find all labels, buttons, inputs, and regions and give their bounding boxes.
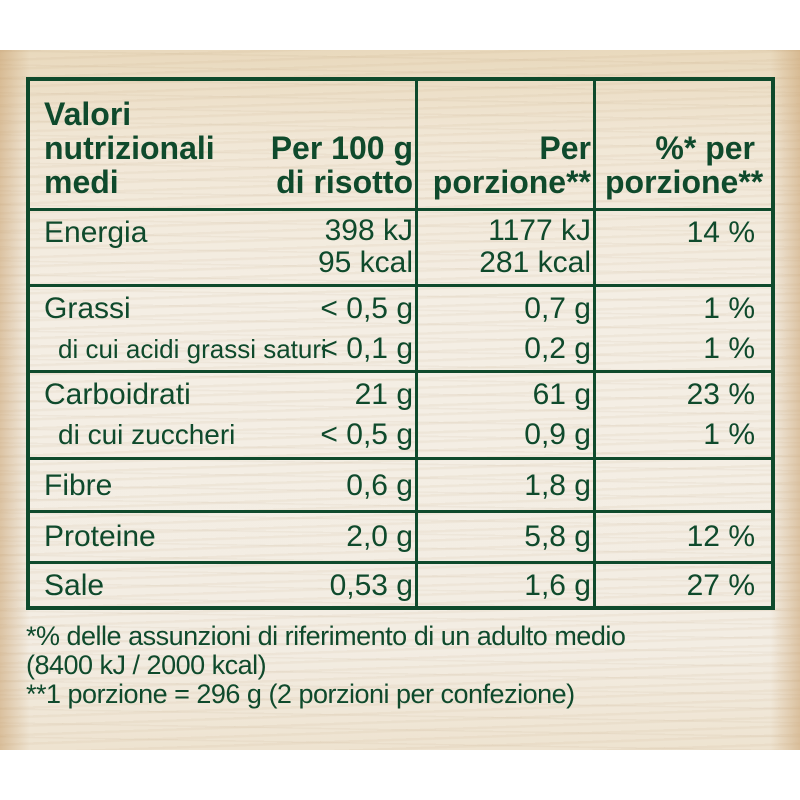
saturi-ri: 1 %: [703, 332, 755, 365]
proteine-per100: 2,0 g: [346, 520, 413, 553]
row-label-proteine: Proteine: [44, 520, 156, 553]
header-col3-line: porzione**: [605, 164, 764, 200]
grassi-per100: < 0,5 g: [320, 292, 413, 325]
energia-per100-kcal: 95 kcal: [317, 246, 413, 279]
header-col2-line: porzione**: [432, 164, 591, 200]
row-label-grassi: Grassi: [44, 292, 131, 325]
zuccheri-portion: 0,9 g: [524, 418, 591, 451]
column-divider: [593, 81, 596, 606]
row-label-saturi: di cui acidi grassi saturi: [58, 334, 327, 364]
energia-per100-kj: 398 kJ: [324, 214, 413, 247]
row-divider: [30, 561, 771, 564]
header-col3-line: %* per: [655, 130, 755, 166]
carboidrati-portion: 61 g: [532, 378, 591, 411]
row-label-energia: Energia: [44, 216, 148, 249]
carboidrati-per100: 21 g: [354, 378, 413, 411]
row-label-carboidrati: Carboidrati: [44, 378, 191, 411]
zuccheri-ri: 1 %: [703, 418, 755, 451]
energia-per100: 398 kJ 95 kcal: [83, 215, 413, 279]
energia-portion-kcal: 281 kcal: [479, 246, 591, 279]
column-divider: [415, 81, 418, 606]
footnotes: *% delle assunzioni di riferimento di un…: [26, 621, 626, 709]
sale-portion: 1,6 g: [524, 569, 591, 602]
nutrition-table: Valori nutrizionali medi Per 100 g di ri…: [26, 77, 775, 610]
zuccheri-per100: < 0,5 g: [320, 418, 413, 451]
proteine-portion: 5,8 g: [524, 520, 591, 553]
grassi-ri: 1 %: [703, 292, 755, 325]
header-col2-line: Per: [539, 130, 591, 166]
saturi-per100: < 0,1 g: [320, 332, 413, 365]
footnote-portion-size: **1 porzione = 296 g (2 porzioni per con…: [26, 679, 575, 709]
saturi-portion: 0,2 g: [524, 332, 591, 365]
fibre-portion: 1,8 g: [524, 469, 591, 502]
header-col1-line: di risotto: [276, 164, 413, 200]
header-label-line: nutrizionali: [44, 130, 215, 166]
carboidrati-ri: 23 %: [686, 378, 755, 411]
row-divider: [30, 457, 771, 460]
footnote-reference-intake: *% delle assunzioni di riferimento di un…: [26, 621, 626, 651]
wood-texture-background: [0, 50, 800, 750]
row-label-zuccheri: di cui zuccheri: [58, 419, 236, 450]
energia-ri: 14 %: [686, 216, 755, 249]
header-label-line: Valori: [44, 96, 132, 132]
sale-ri: 27 %: [686, 569, 755, 602]
header-label-line: medi: [44, 164, 119, 200]
header-per-portion: Per porzione**: [421, 131, 591, 199]
row-divider: [30, 510, 771, 513]
row-divider: [30, 208, 771, 211]
energia-portion: 1177 kJ 281 kcal: [421, 215, 591, 279]
row-divider: [30, 370, 771, 373]
header-ri-percent: %* per porzione**: [605, 130, 764, 200]
row-label-fibre: Fibre: [44, 469, 113, 502]
grassi-portion: 0,7 g: [524, 292, 591, 325]
header-label: Valori nutrizionali medi: [44, 97, 215, 199]
energia-portion-kj: 1177 kJ: [488, 214, 591, 247]
sale-per100: 0,53 g: [329, 569, 413, 602]
row-label-sale: Sale: [44, 569, 105, 602]
header-per-100g: Per 100 g di risotto: [83, 131, 413, 199]
fibre-per100: 0,6 g: [346, 469, 413, 502]
footnote-reference-energy: (8400 kJ / 2000 kcal): [26, 650, 267, 680]
proteine-ri: 12 %: [686, 520, 755, 553]
row-divider: [30, 284, 771, 287]
header-col1-line: Per 100 g: [270, 130, 413, 166]
